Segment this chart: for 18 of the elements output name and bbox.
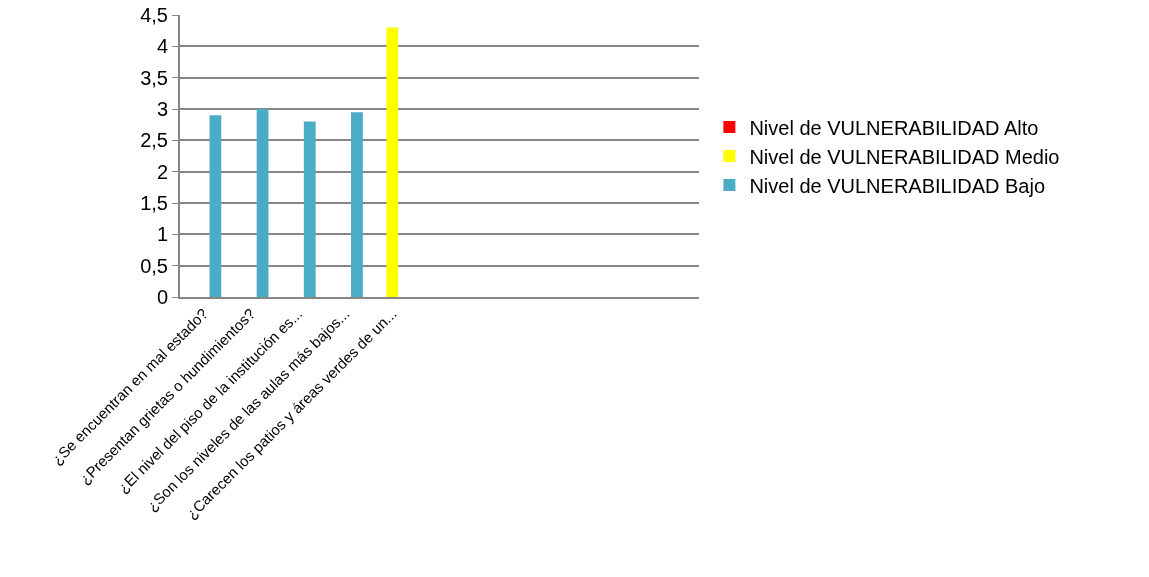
legend-label: Nivel de VULNERABILIDAD Bajo [749, 174, 1046, 197]
y-tick-label: 2,5 [140, 129, 168, 152]
y-tick-label: 0 [156, 286, 168, 308]
bar [209, 115, 222, 297]
bar [256, 109, 269, 297]
y-tick-label: 3,5 [140, 66, 168, 89]
y-tick-label: 3 [156, 98, 168, 120]
legend-label: Nivel de VULNERABILIDAD Medio [749, 145, 1060, 168]
legend-label: Nivel de VULNERABILIDAD Alto [749, 116, 1039, 139]
bar [351, 112, 363, 297]
y-tick-label: 0,5 [140, 254, 168, 277]
y-tick-label: 1,5 [140, 192, 168, 214]
bar [386, 27, 399, 297]
y-tick-label: 4,5 [140, 4, 168, 26]
y-tick-label: 4 [156, 35, 168, 58]
y-tick-label: 2 [156, 160, 168, 183]
y-tick-label: 1 [156, 223, 168, 246]
bar [303, 121, 316, 297]
